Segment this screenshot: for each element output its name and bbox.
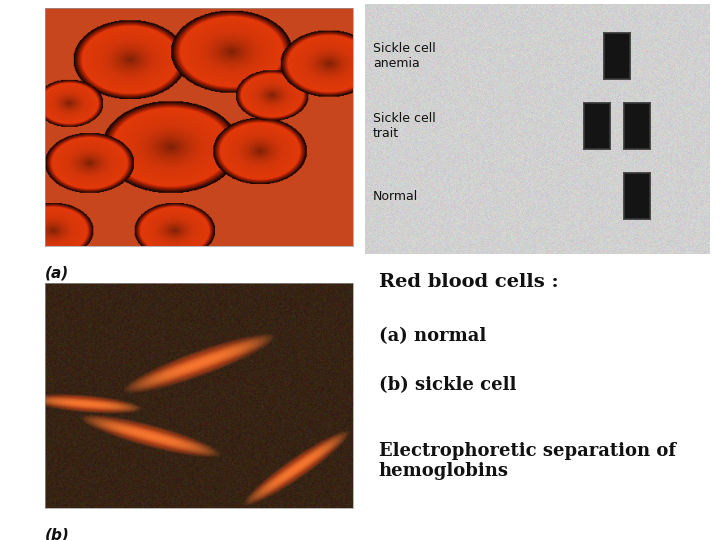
Text: (b): (b) — [45, 528, 70, 540]
Text: Electrophoretic separation of
hemoglobins: Electrophoretic separation of hemoglobin… — [379, 442, 676, 480]
Text: Sickle cell
trait: Sickle cell trait — [373, 112, 436, 140]
Text: Normal: Normal — [373, 190, 418, 202]
Text: (a) normal: (a) normal — [379, 327, 486, 345]
Text: Red blood cells :: Red blood cells : — [379, 273, 559, 291]
Text: Sickle cell
anemia: Sickle cell anemia — [373, 42, 436, 70]
Text: (a): (a) — [45, 266, 69, 281]
Text: (b) sickle cell: (b) sickle cell — [379, 376, 516, 394]
